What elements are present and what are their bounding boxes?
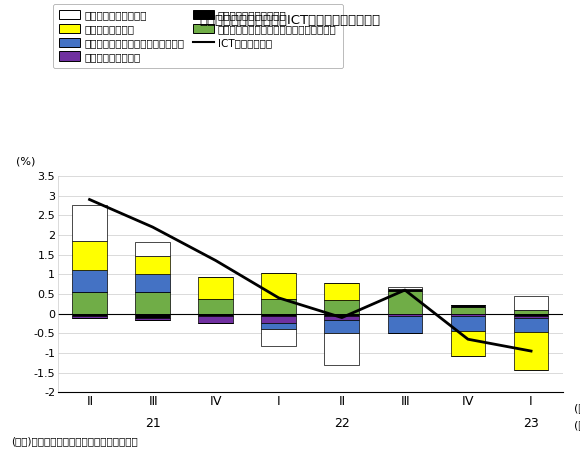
Bar bbox=[387, 289, 422, 291]
Bar bbox=[387, 316, 422, 332]
Bar bbox=[198, 316, 233, 323]
Bar bbox=[198, 299, 233, 313]
Text: (年): (年) bbox=[574, 420, 580, 430]
Bar bbox=[387, 291, 422, 313]
Bar bbox=[135, 242, 170, 256]
Bar bbox=[262, 329, 296, 346]
Bar bbox=[262, 316, 296, 323]
Bar bbox=[514, 318, 549, 332]
Text: 23: 23 bbox=[523, 417, 539, 430]
Bar bbox=[72, 292, 107, 313]
Bar bbox=[262, 299, 296, 313]
Bar bbox=[451, 316, 485, 331]
Bar bbox=[72, 241, 107, 270]
Bar bbox=[324, 316, 359, 320]
Bar bbox=[514, 296, 549, 310]
Bar bbox=[135, 318, 170, 320]
Text: 鉱工業生産指数に占めるICT関連品目別の寄与度: 鉱工業生産指数に占めるICT関連品目別の寄与度 bbox=[200, 14, 380, 27]
Bar bbox=[324, 283, 359, 300]
Bar bbox=[324, 333, 359, 365]
Bar bbox=[72, 205, 107, 241]
Bar bbox=[198, 313, 233, 316]
Bar bbox=[451, 313, 485, 316]
Bar bbox=[324, 320, 359, 333]
Bar bbox=[451, 307, 485, 313]
Text: (期): (期) bbox=[574, 404, 580, 414]
Bar bbox=[514, 332, 549, 369]
Bar bbox=[514, 313, 549, 316]
Text: (%): (%) bbox=[16, 157, 36, 167]
Legend: その他の品目・寄与度, 集積回路・寄与度, 電子部品・回路・デバイス・寄与度, 電子計算機・寄与度, 民生用電子機械・寄与度, 半導体・フラットパネル製造装置・: その他の品目・寄与度, 集積回路・寄与度, 電子部品・回路・デバイス・寄与度, … bbox=[53, 4, 343, 68]
Bar bbox=[72, 270, 107, 292]
Bar bbox=[72, 313, 107, 316]
Bar bbox=[135, 292, 170, 313]
Bar bbox=[387, 287, 422, 289]
Bar bbox=[135, 256, 170, 273]
Text: 22: 22 bbox=[334, 417, 350, 430]
Bar bbox=[262, 323, 296, 329]
Bar bbox=[324, 313, 359, 316]
Bar bbox=[198, 277, 233, 299]
Bar bbox=[135, 313, 170, 318]
Bar bbox=[514, 316, 549, 318]
Bar bbox=[387, 313, 422, 316]
Bar bbox=[451, 331, 485, 356]
Bar bbox=[262, 273, 296, 299]
Text: (出所)経済産業省「鉱工業指数」より䁦成。: (出所)経済産業省「鉱工業指数」より䁦成。 bbox=[12, 437, 139, 446]
Bar bbox=[135, 273, 170, 292]
Bar bbox=[514, 310, 549, 313]
Text: 21: 21 bbox=[145, 417, 161, 430]
Bar bbox=[451, 304, 485, 307]
Bar bbox=[72, 316, 107, 318]
Bar bbox=[324, 300, 359, 313]
Bar bbox=[262, 313, 296, 316]
